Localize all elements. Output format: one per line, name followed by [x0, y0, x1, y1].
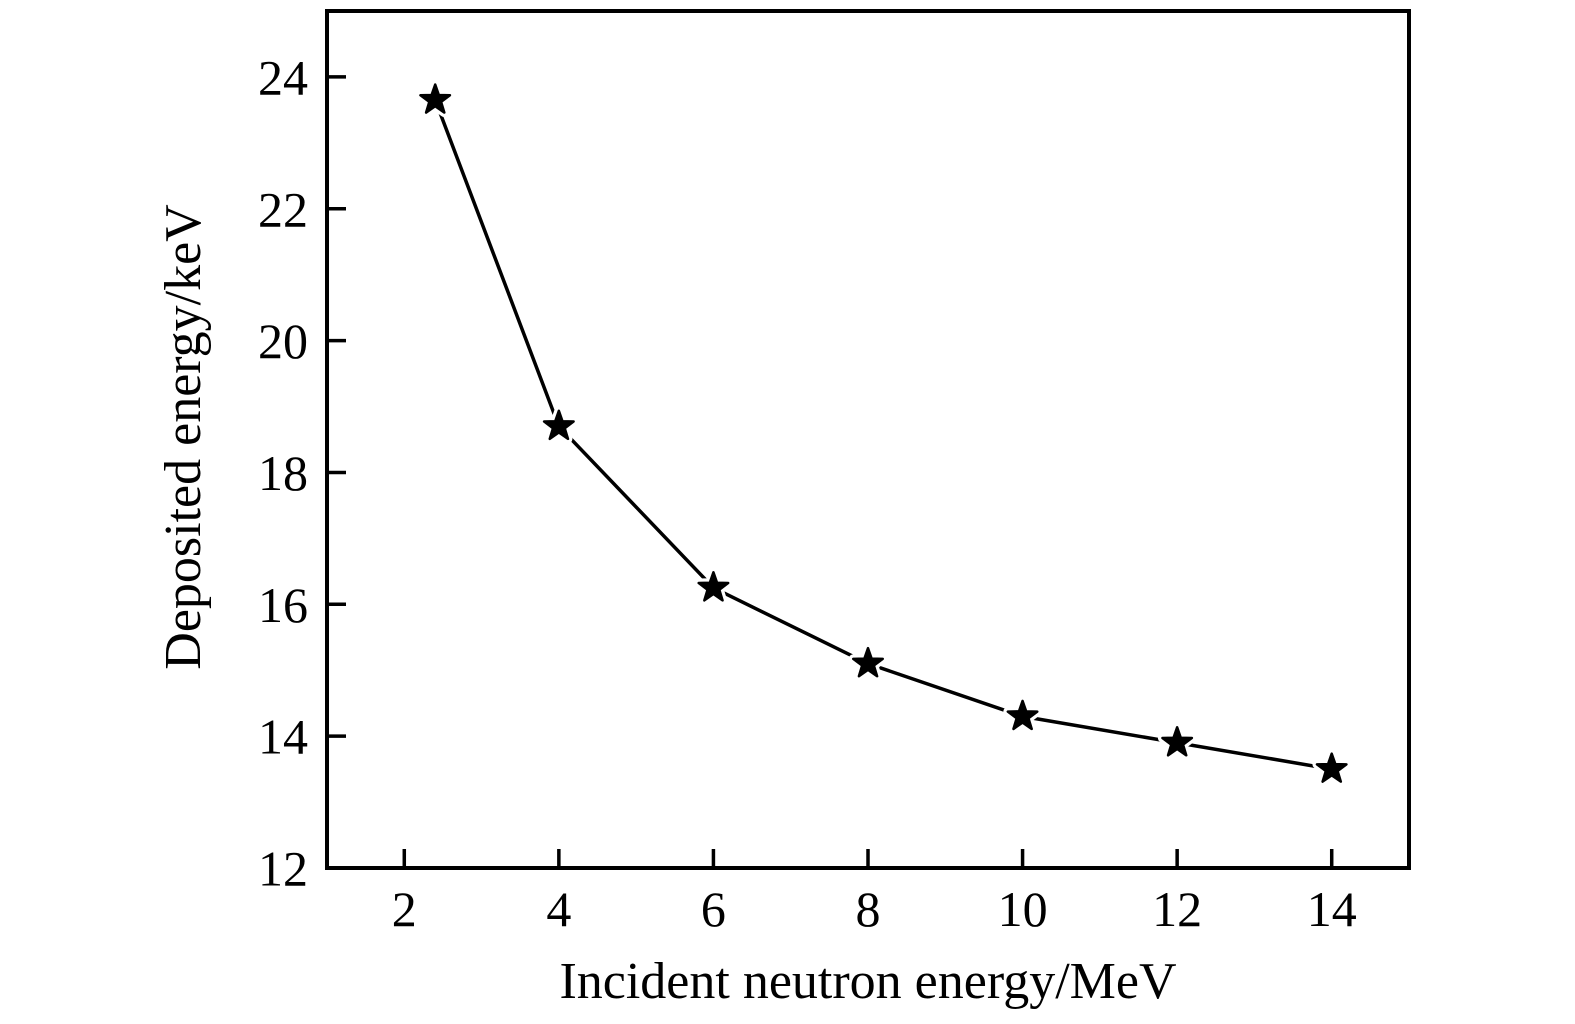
- y-tick-label: 14: [258, 709, 308, 765]
- y-tick-label: 24: [258, 49, 308, 105]
- x-tick-label: 6: [701, 881, 726, 937]
- star-marker: [1161, 726, 1194, 757]
- y-tick-label: 20: [258, 313, 308, 369]
- star-marker: [697, 571, 730, 602]
- star-marker: [542, 409, 575, 441]
- x-tick-label: 12: [1152, 881, 1202, 937]
- y-axis-title: Deposited energy/keV: [155, 204, 212, 669]
- y-tick-label: 12: [258, 841, 308, 897]
- x-tick-label: 10: [998, 881, 1048, 937]
- x-axis-title: Incident neutron energy/MeV: [559, 953, 1176, 1010]
- star-marker: [1315, 752, 1348, 783]
- x-tick-label: 14: [1307, 881, 1357, 937]
- y-tick-label: 16: [258, 577, 308, 633]
- axes-frame: [325, 9, 1411, 870]
- x-tick-label: 8: [856, 881, 881, 937]
- star-marker: [1006, 699, 1039, 731]
- y-tick-label: 18: [258, 445, 308, 501]
- star-marker: [852, 646, 884, 678]
- y-tick-label: 22: [258, 181, 308, 237]
- star-marker: [419, 83, 452, 114]
- x-tick-label: 4: [546, 881, 571, 937]
- x-tick-label: 2: [392, 881, 417, 937]
